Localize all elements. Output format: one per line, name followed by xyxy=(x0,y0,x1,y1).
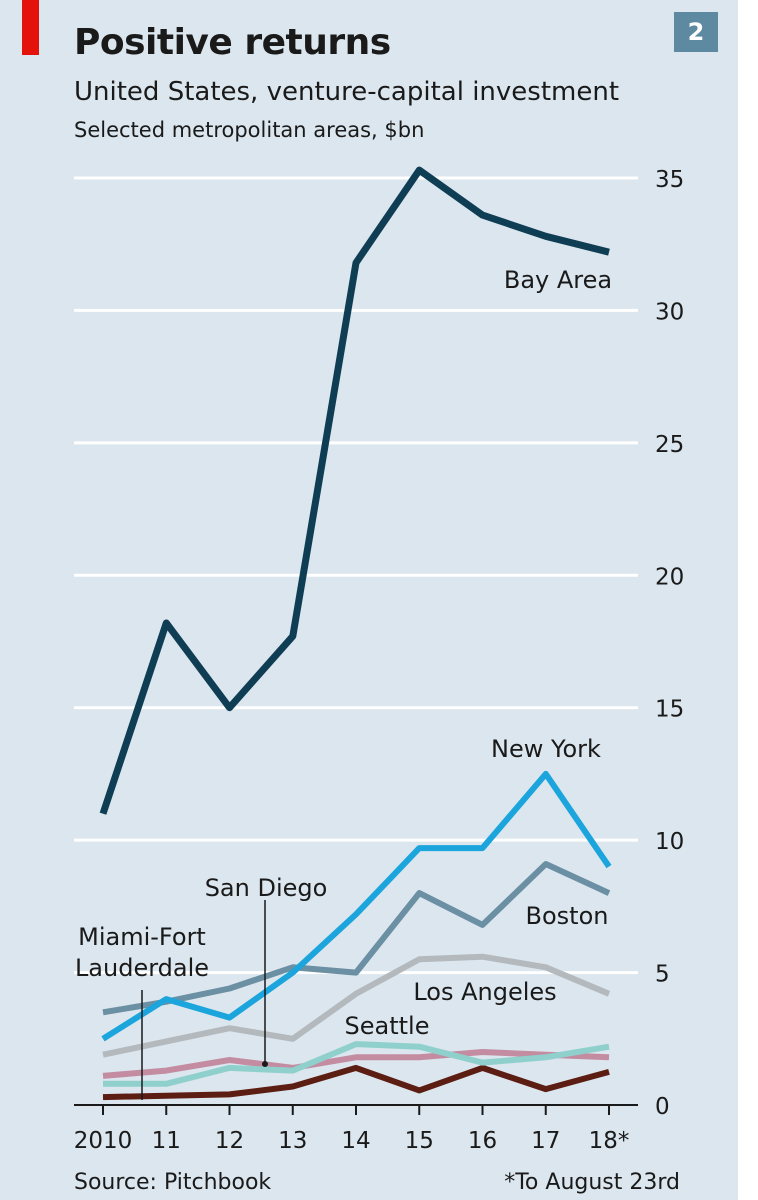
chart-title: Positive returns xyxy=(74,22,391,63)
chart-unit-label: Selected metropolitan areas, $bn xyxy=(74,118,425,142)
footnote: *To August 23rd xyxy=(504,1170,680,1195)
chart-number-badge: 2 xyxy=(674,12,718,52)
y-tick-label: 25 xyxy=(655,432,684,458)
label-boston: Boston xyxy=(526,902,609,930)
line-chart: 2010 11 12 13 14 15 16 17 18* 0 5 10 15 20 25 30 35 Bay… xyxy=(74,166,684,1154)
series-lines xyxy=(99,166,612,1101)
series-line-los-angeles xyxy=(102,953,611,1058)
x-axis-ticks: 2010 11 12 13 14 15 16 17 18* xyxy=(74,1105,630,1154)
x-tick-label: 2010 xyxy=(74,1128,133,1154)
x-tick-label: 18* xyxy=(589,1128,630,1154)
series-line-boston xyxy=(102,861,611,1016)
series-line-seattle xyxy=(103,1041,610,1087)
label-miami-line2: Lauderdale xyxy=(75,954,209,982)
series-line-miami-fort-lauderdale xyxy=(102,1064,610,1101)
x-tick-label: 15 xyxy=(405,1128,434,1154)
label-new-york: New York xyxy=(491,735,601,763)
y-tick-label: 5 xyxy=(655,962,670,988)
label-seattle: Seattle xyxy=(345,1012,430,1040)
x-tick-label: 11 xyxy=(152,1128,181,1154)
y-tick-label: 0 xyxy=(655,1094,670,1120)
y-tick-label: 10 xyxy=(655,829,684,855)
y-axis-ticks: 0 5 10 15 20 25 30 35 xyxy=(655,167,684,1120)
source-note: Source: Pitchbook xyxy=(74,1170,272,1195)
series-line-new-york xyxy=(101,770,612,1042)
y-tick-label: 30 xyxy=(655,299,684,325)
x-tick-label: 14 xyxy=(341,1128,370,1154)
label-los-angeles: Los Angeles xyxy=(413,978,556,1006)
x-tick-label: 12 xyxy=(215,1128,244,1154)
series-line-san-diego xyxy=(102,1049,610,1079)
x-tick-label: 16 xyxy=(468,1128,497,1154)
red-brand-tag xyxy=(22,0,39,55)
y-tick-label: 20 xyxy=(655,564,684,590)
san-diego-leader-dot xyxy=(262,1061,268,1067)
x-tick-label: 13 xyxy=(278,1128,307,1154)
label-san-diego: San Diego xyxy=(205,874,328,902)
chart-subtitle: United States, venture-capital investmen… xyxy=(74,77,620,107)
x-tick-label: 17 xyxy=(531,1128,560,1154)
label-bay-area: Bay Area xyxy=(504,266,612,294)
series-line-bay-area xyxy=(99,166,610,815)
chart-panel xyxy=(0,0,738,1200)
y-tick-label: 15 xyxy=(655,697,684,723)
gridlines xyxy=(74,176,638,975)
label-miami-line1: Miami-Fort xyxy=(78,923,206,951)
series-labels: Bay Area New York Boston Los Angeles Sea… xyxy=(75,266,612,1100)
y-tick-label: 35 xyxy=(655,167,684,193)
